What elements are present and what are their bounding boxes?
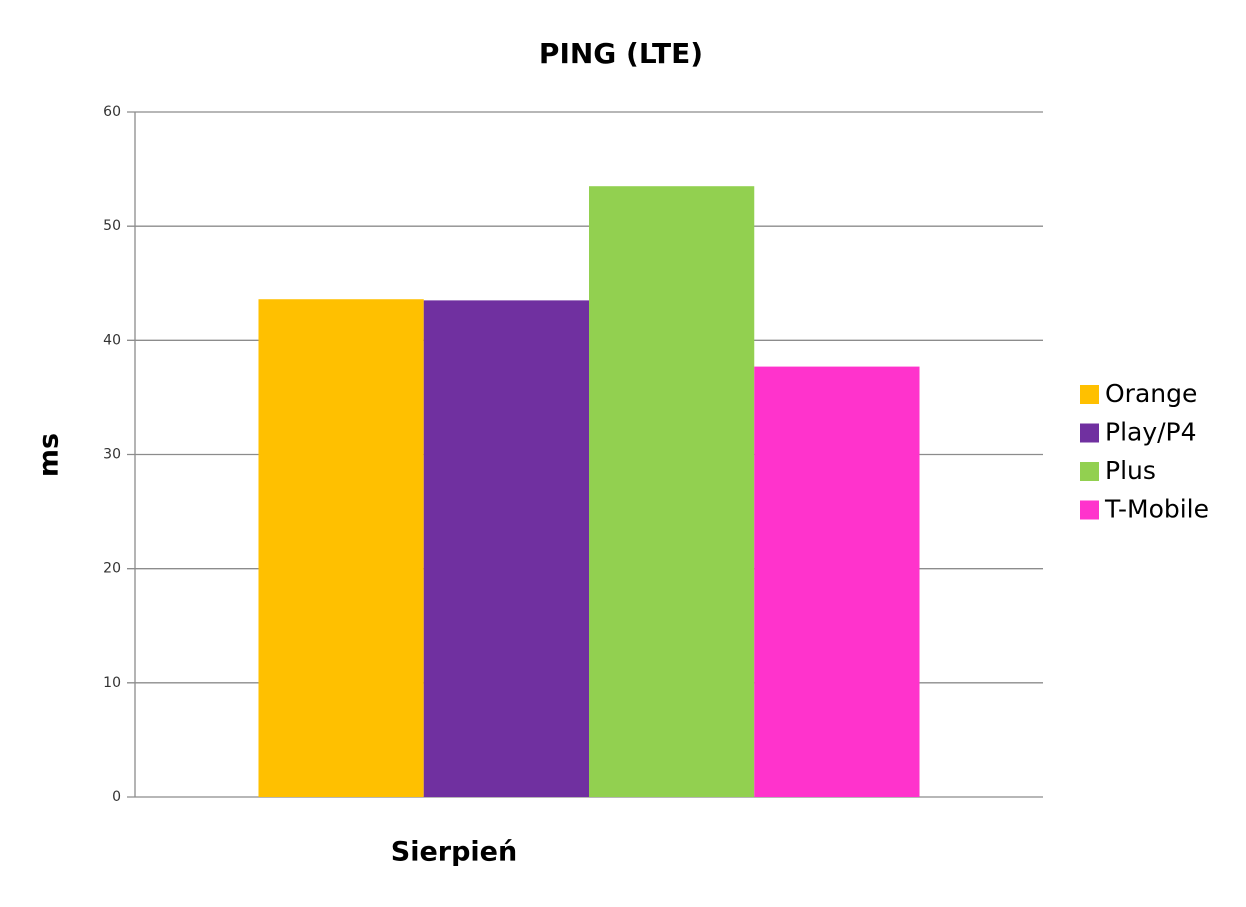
bar	[589, 186, 755, 798]
y-tick-label: 60	[103, 104, 121, 120]
legend-swatch	[1080, 462, 1099, 481]
bar	[423, 300, 589, 797]
y-tick-label: 10	[103, 675, 121, 691]
chart-title: PING (LTE)	[539, 37, 703, 70]
legend-swatch	[1080, 423, 1099, 443]
legend-label: Orange	[1105, 379, 1197, 408]
bar	[258, 299, 424, 797]
bar	[754, 366, 920, 797]
y-tick-label: 20	[103, 561, 121, 577]
y-tick-label: 30	[103, 447, 121, 463]
legend-swatch	[1080, 500, 1099, 520]
y-axis-title: ms	[34, 433, 65, 477]
x-tick-label: Sierpień	[391, 837, 517, 868]
legend-swatch	[1080, 385, 1099, 404]
legend-label: T-Mobile	[1104, 495, 1209, 524]
legend-label: Plus	[1105, 456, 1156, 485]
legend-label: Play/P4	[1105, 418, 1197, 447]
y-tick-label: 0	[112, 789, 121, 805]
y-tick-label: 50	[103, 218, 121, 234]
y-tick-label: 40	[103, 332, 121, 348]
